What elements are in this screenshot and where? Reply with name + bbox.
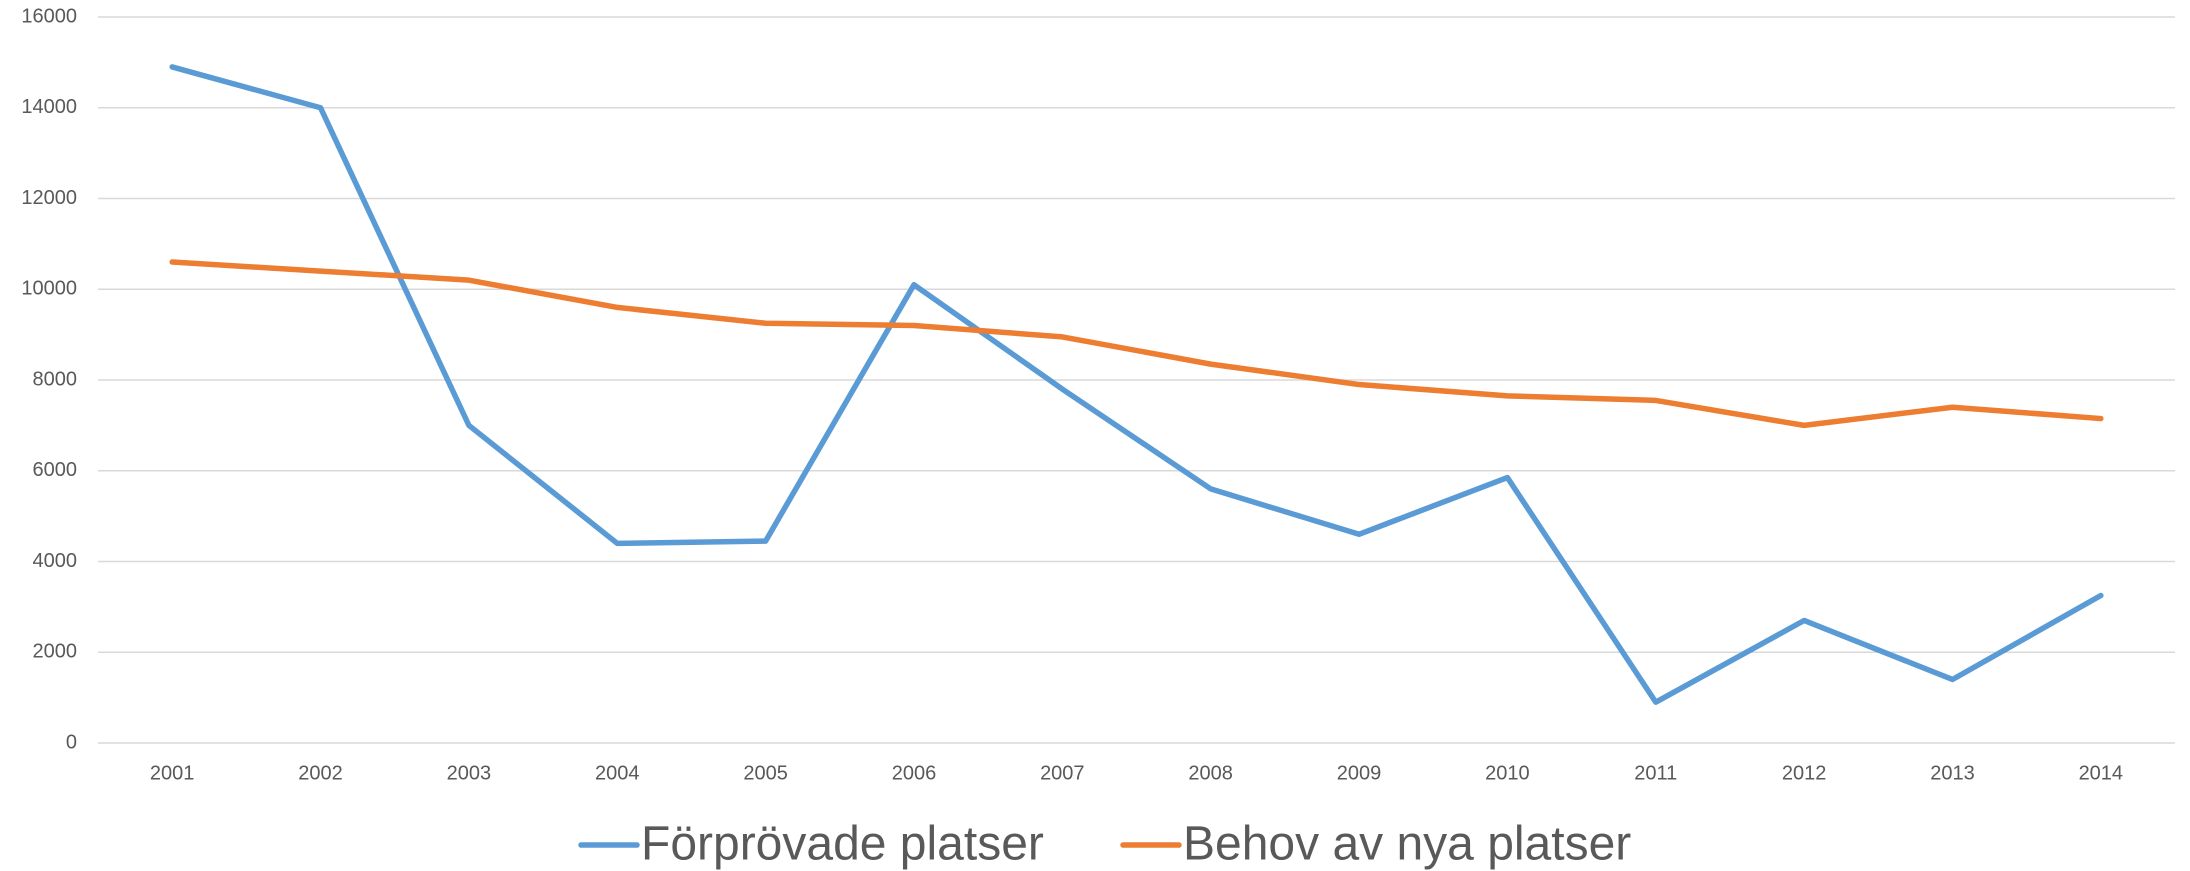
y-tick-label: 8000	[33, 368, 78, 390]
x-tick-label: 2011	[1634, 762, 1677, 784]
legend-label: Behov av nya platser	[1183, 818, 1631, 871]
x-tick-label: 2010	[1485, 762, 1530, 784]
y-tick-label: 6000	[33, 459, 78, 481]
x-tick-label: 2003	[447, 762, 492, 784]
data-line	[169, 64, 2104, 705]
y-tick-label: 16000	[21, 5, 77, 27]
legend-label: Förprövade platser	[641, 818, 1044, 871]
y-tick-label: 4000	[33, 550, 78, 572]
x-tick-label: 2007	[1040, 762, 1085, 784]
x-tick-label: 2006	[892, 762, 937, 784]
y-tick-label: 2000	[33, 641, 78, 663]
y-tick-label: 10000	[21, 278, 77, 300]
x-tick-label: 2014	[2079, 762, 2124, 784]
x-tick-label: 2002	[298, 762, 343, 784]
x-tick-label: 2001	[150, 762, 195, 784]
y-tick-label: 12000	[21, 187, 77, 209]
x-tick-label: 2004	[595, 762, 640, 784]
x-tick-label: 2008	[1188, 762, 1233, 784]
y-tick-label: 14000	[21, 96, 77, 118]
x-tick-label: 2005	[743, 762, 788, 784]
x-tick-label: 2013	[1930, 762, 1975, 784]
x-tick-label: 2012	[1782, 762, 1827, 784]
data-line	[169, 259, 2104, 429]
x-tick-label: 2009	[1337, 762, 1382, 784]
y-tick-label: 0	[66, 731, 77, 753]
